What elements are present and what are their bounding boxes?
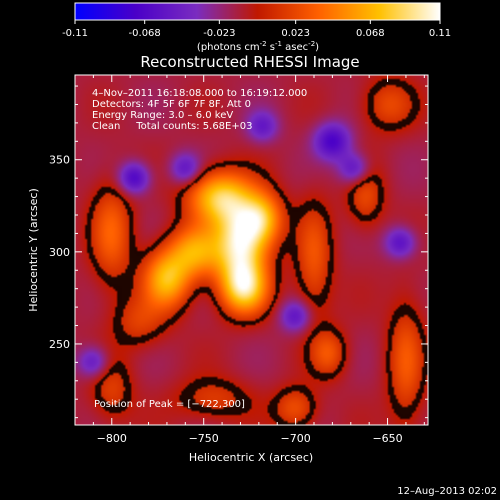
heatmap: [75, 75, 428, 425]
peak-position-label: Position of Peak = [−722,300]: [94, 399, 245, 410]
y-tick-label: 250: [49, 338, 70, 351]
y-tick-label: 300: [49, 246, 70, 259]
annotation-counts: Clean Total counts: 5.68E+03: [92, 121, 252, 132]
x-axis-label: Heliocentric X (arcsec): [189, 451, 313, 464]
colorbar-tick-label: 0.023: [281, 28, 310, 39]
colorbar-tick-label: -0.11: [62, 28, 88, 39]
chart-title: Reconstructed RHESSI Image: [140, 53, 359, 71]
footer-date: 12–Aug–2013 02:02: [397, 486, 497, 497]
colorbar-tick-label: 0.068: [356, 28, 385, 39]
y-axis-label: Heliocentric Y (arcsec): [27, 188, 40, 312]
x-tick-label: −800: [97, 432, 127, 445]
colorbar-tick-label: -0.023: [203, 28, 235, 39]
colorbar-unit: (photons cm-2 s-1 asec-2): [197, 40, 319, 53]
y-tick-label: 350: [49, 154, 70, 167]
x-tick-label: −700: [281, 432, 311, 445]
annotation-energy: Energy Range: 3.0 – 6.0 keV: [92, 110, 233, 121]
colorbar-tick-label: 0.11: [429, 28, 451, 39]
annotation-detectors: Detectors: 4F 5F 6F 7F 8F, Att 0: [92, 99, 251, 110]
colorbar: [74, 2, 441, 21]
axis-ticks: −800 −750 −700 −650 250 300 350: [49, 75, 428, 445]
annotation-time-range: 4–Nov–2011 16:18:08.000 to 16:19:12.000: [92, 88, 307, 99]
colorbar-tick-label: -0.068: [129, 28, 161, 39]
plot-frame: [74, 74, 429, 426]
x-tick-label: −750: [189, 432, 219, 445]
x-tick-label: −650: [372, 432, 402, 445]
colorbar-ticks: -0.11 -0.068 -0.023 0.023 0.068 0.11: [62, 20, 451, 39]
